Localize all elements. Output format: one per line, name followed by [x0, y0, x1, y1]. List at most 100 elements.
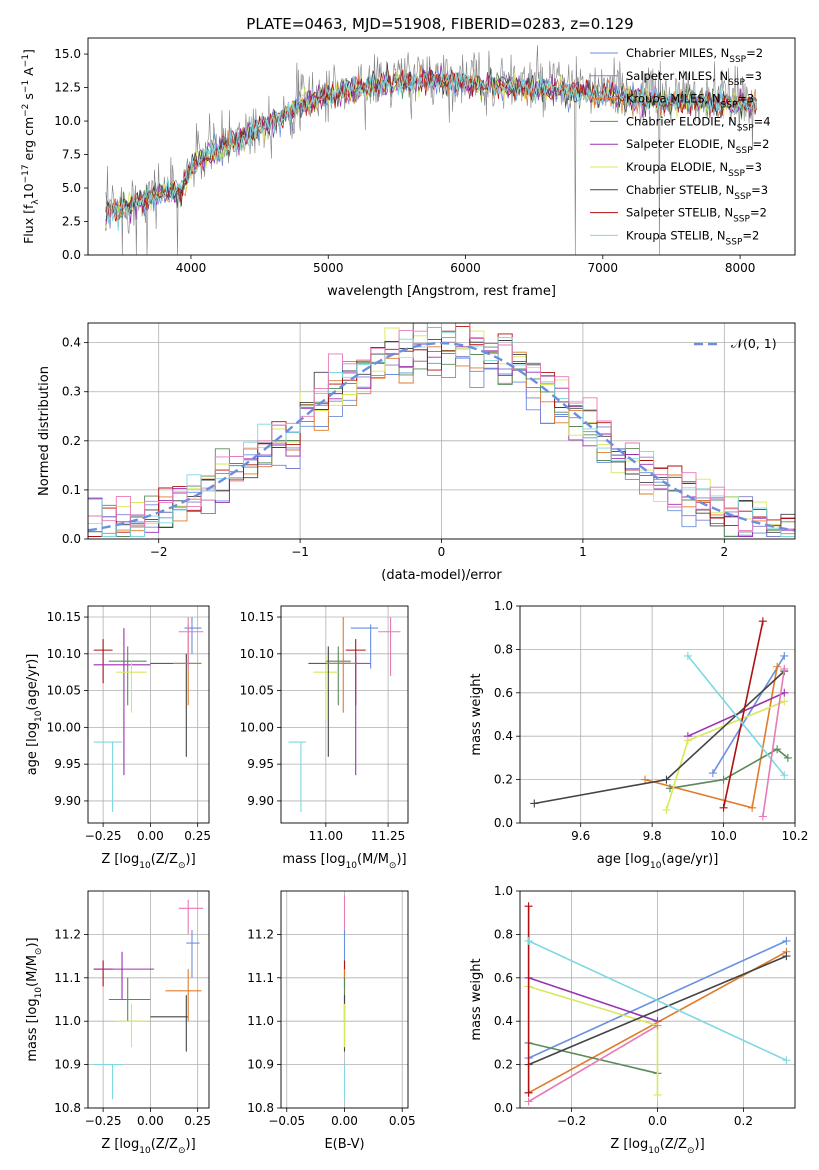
mass-vs-ebv-ytick-label-4: 11.2: [247, 927, 274, 941]
mass-vs-Z-ylabel: mass [log10(M/M⊙)]: [25, 937, 44, 1061]
spectrum-data-line: [105, 45, 757, 255]
weight-vs-age-ytick-label-3: 0.6: [494, 686, 513, 700]
weight-vs-age-marker-2-2: [773, 745, 782, 754]
mass-vs-ebv-ytick-label-2: 11.0: [247, 1014, 274, 1028]
mass-vs-ebv-ytick-label-3: 11.1: [247, 971, 274, 985]
weight-vs-Z-marker-6-1: [524, 1088, 533, 1097]
weight-vs-Z-xtick-label-0: −0.2: [557, 1114, 586, 1128]
age-vs-Z-plot-area: [88, 606, 209, 823]
weight-vs-age-ytick-label-2: 0.4: [494, 729, 513, 743]
spectrum-axes-xtick-label-3: 7000: [588, 261, 619, 275]
mass-vs-ebv-frame: [280, 890, 409, 1109]
residual-hist-axes-xtick-label-0: −2: [150, 545, 168, 559]
weight-vs-age-marker-5-0: [530, 799, 539, 808]
age-vs-mass-frame: [280, 605, 409, 824]
spectrum-legend-label-4: Salpeter ELODIE, NSSP=2: [626, 137, 769, 156]
weight-vs-age-marker-8-1: [780, 664, 789, 673]
spectrum-legend-label-6: Chabrier STELIB, NSSP=3: [626, 183, 768, 202]
spectrum-axes-ytick-label-3: 7.5: [62, 148, 81, 162]
spectrum-axes-xtick-label-4: 8000: [725, 261, 756, 275]
weight-vs-Z-series-5: [528, 955, 787, 1066]
weight-vs-Z-series-2: [528, 1042, 658, 1075]
residual-hist-axes-xtick-label-4: 2: [720, 545, 728, 559]
weight-vs-Z-ylabel: mass weight: [469, 958, 484, 1040]
mass-vs-Z-ytick-label-4: 11.2: [54, 927, 81, 941]
weight-vs-Z-ytick-label-0: 0.0: [494, 1101, 513, 1115]
weight-vs-age-series-6: [722, 621, 764, 808]
age-vs-mass-plot-area: [281, 606, 408, 823]
age-vs-Z-ylabel: age [log10(age/yr)]: [25, 654, 44, 776]
weight-vs-Z-marker-7-1: [782, 1056, 791, 1065]
residual-hist-axes: −2 −1 0 1 2 0.0 0.1 0.2 0.3 0.4: [62, 322, 796, 559]
age-vs-mass-xtick-label-0: 11.00: [309, 829, 343, 843]
spectrum-xlabel: wavelength [Angstrom, rest frame]: [327, 284, 556, 299]
age-vs-Z-ytick-label-5: 10.15: [47, 610, 81, 624]
weight-vs-age-marker-7-1: [780, 771, 789, 780]
weight-vs-age-ytick-label-5: 1.0: [494, 599, 513, 613]
residual-hist-axes-ytick-label-0: 0.0: [62, 532, 81, 546]
residual-hist-9: [88, 323, 795, 539]
weight-vs-age-series-7: [687, 655, 785, 776]
weight-vs-age-xtick-label-3: 10.2: [782, 829, 809, 843]
weight-vs-Z-series-7: [528, 940, 787, 1062]
weight-vs-age: 9.6 9.8 10.0 10.2 0.0 0.2 0.4 0.6 0.8 1.0: [494, 599, 808, 843]
residual-hist-axes-ytick-label-1: 0.1: [62, 483, 81, 497]
age-vs-mass-ytick-label-1: 9.95: [247, 757, 274, 771]
mass-vs-Z-xtick-label-2: 0.25: [184, 1114, 211, 1128]
age-vs-Z-xtick-label-0: −0.25: [85, 829, 122, 843]
weight-vs-age-series-2: [669, 748, 789, 790]
spectrum-axes-ytick-label-0: 0.0: [62, 248, 81, 262]
mass-vs-Z-ytick-label-1: 10.9: [54, 1058, 81, 1072]
weight-vs-age-marker-2-1: [719, 775, 728, 784]
mass-vs-Z: −0.25 0.00 0.25 10.8 10.9 11.0 11.1 11.2: [54, 890, 211, 1128]
weight-vs-age-ytick-label-1: 0.2: [494, 773, 513, 787]
residual-legend-label: 𝒩(0, 1): [731, 336, 777, 351]
mass-vs-ebv-ytick-label-1: 10.9: [247, 1058, 274, 1072]
weight-vs-Z-series-3: [528, 977, 658, 1022]
mass-vs-Z-frame: [87, 890, 210, 1109]
weight-vs-age-marker-4-1: [683, 736, 692, 745]
mass-vs-ebv: −0.05 0.00 0.05 10.8 10.9 11.0 11.1 11.2: [247, 890, 416, 1128]
weight-vs-Z-plot-area: [520, 891, 795, 1108]
age-vs-mass-xtick-label-1: 11.25: [371, 829, 405, 843]
weight-vs-age-ylabel: mass weight: [469, 673, 484, 755]
spectrum-axes-ytick-label-6: 15.0: [54, 47, 81, 61]
weight-vs-age-marker-1-1: [748, 803, 757, 812]
age-vs-Z-xlabel: Z [log10(Z/Z⊙)]: [101, 852, 195, 871]
weight-vs-age-marker-5-1: [662, 775, 671, 784]
weight-vs-Z-frame: [519, 890, 796, 1109]
weight-vs-Z-marker-4-2: [653, 1090, 662, 1099]
residual-hist-axes-plot-area: [88, 323, 795, 539]
spectrum-model-5: [105, 70, 757, 228]
weight-vs-Z-marker-8-0: [524, 1097, 533, 1106]
weight-vs-Z-ytick-label-3: 0.6: [494, 971, 513, 985]
age-vs-mass-ytick-label-0: 9.90: [247, 794, 274, 808]
weight-vs-Z-ytick-label-5: 1.0: [494, 884, 513, 898]
residual-hist-axes-frame: [87, 322, 796, 540]
residual-hist-axes-xtick-label-3: 1: [579, 545, 587, 559]
weight-vs-age-marker-8-0: [758, 812, 767, 821]
spectrum-axes-xtick-label-1: 5000: [313, 261, 344, 275]
spectrum-legend-label-7: Salpeter STELIB, NSSP=2: [626, 206, 767, 225]
weight-vs-age-series-8: [762, 668, 786, 817]
age-vs-Z: −0.25 0.00 0.25 9.90 9.95 10.00 10.05 10.10 10.1…: [47, 605, 211, 843]
spectrum-ylabel: Flux [fλ10−17 erg cm−2 s−1 A−1]: [21, 49, 41, 244]
mass-vs-Z-xtick-label-0: −0.25: [85, 1114, 122, 1128]
weight-vs-Z-ytick-label-1: 0.2: [494, 1058, 513, 1072]
age-vs-Z-ytick-label-2: 10.00: [47, 720, 81, 734]
spectrum-model-6: [105, 63, 757, 222]
weight-vs-Z-ytick-label-4: 0.8: [494, 927, 513, 941]
mass-vs-Z-xlabel: Z [log10(Z/Z⊙)]: [101, 1137, 195, 1156]
age-vs-mass: 11.00 11.25 9.90 9.95 10.00 10.05 10.10 10.15: [240, 605, 409, 843]
residual-hist-axes-ytick-label-2: 0.2: [62, 434, 81, 448]
weight-vs-Z-series-0: [528, 940, 787, 1059]
weight-vs-age-marker-1-2: [773, 662, 782, 671]
spectrum-axes-ytick-label-5: 12.5: [54, 81, 81, 95]
spectrum-axes-ytick-label-4: 10.0: [54, 114, 81, 128]
weight-vs-Z-xtick-label-2: 0.2: [734, 1114, 753, 1128]
residual-hist-axes-ytick-label-3: 0.3: [62, 385, 81, 399]
residual-hist-ylabel: Normed distribution: [37, 366, 52, 496]
weight-vs-age-series-0: [712, 655, 785, 774]
spectrum-legend-label-2: Kroupa MILES, NSSP=3: [626, 92, 754, 111]
residual-hist-axes-xtick-label-2: 0: [438, 545, 446, 559]
